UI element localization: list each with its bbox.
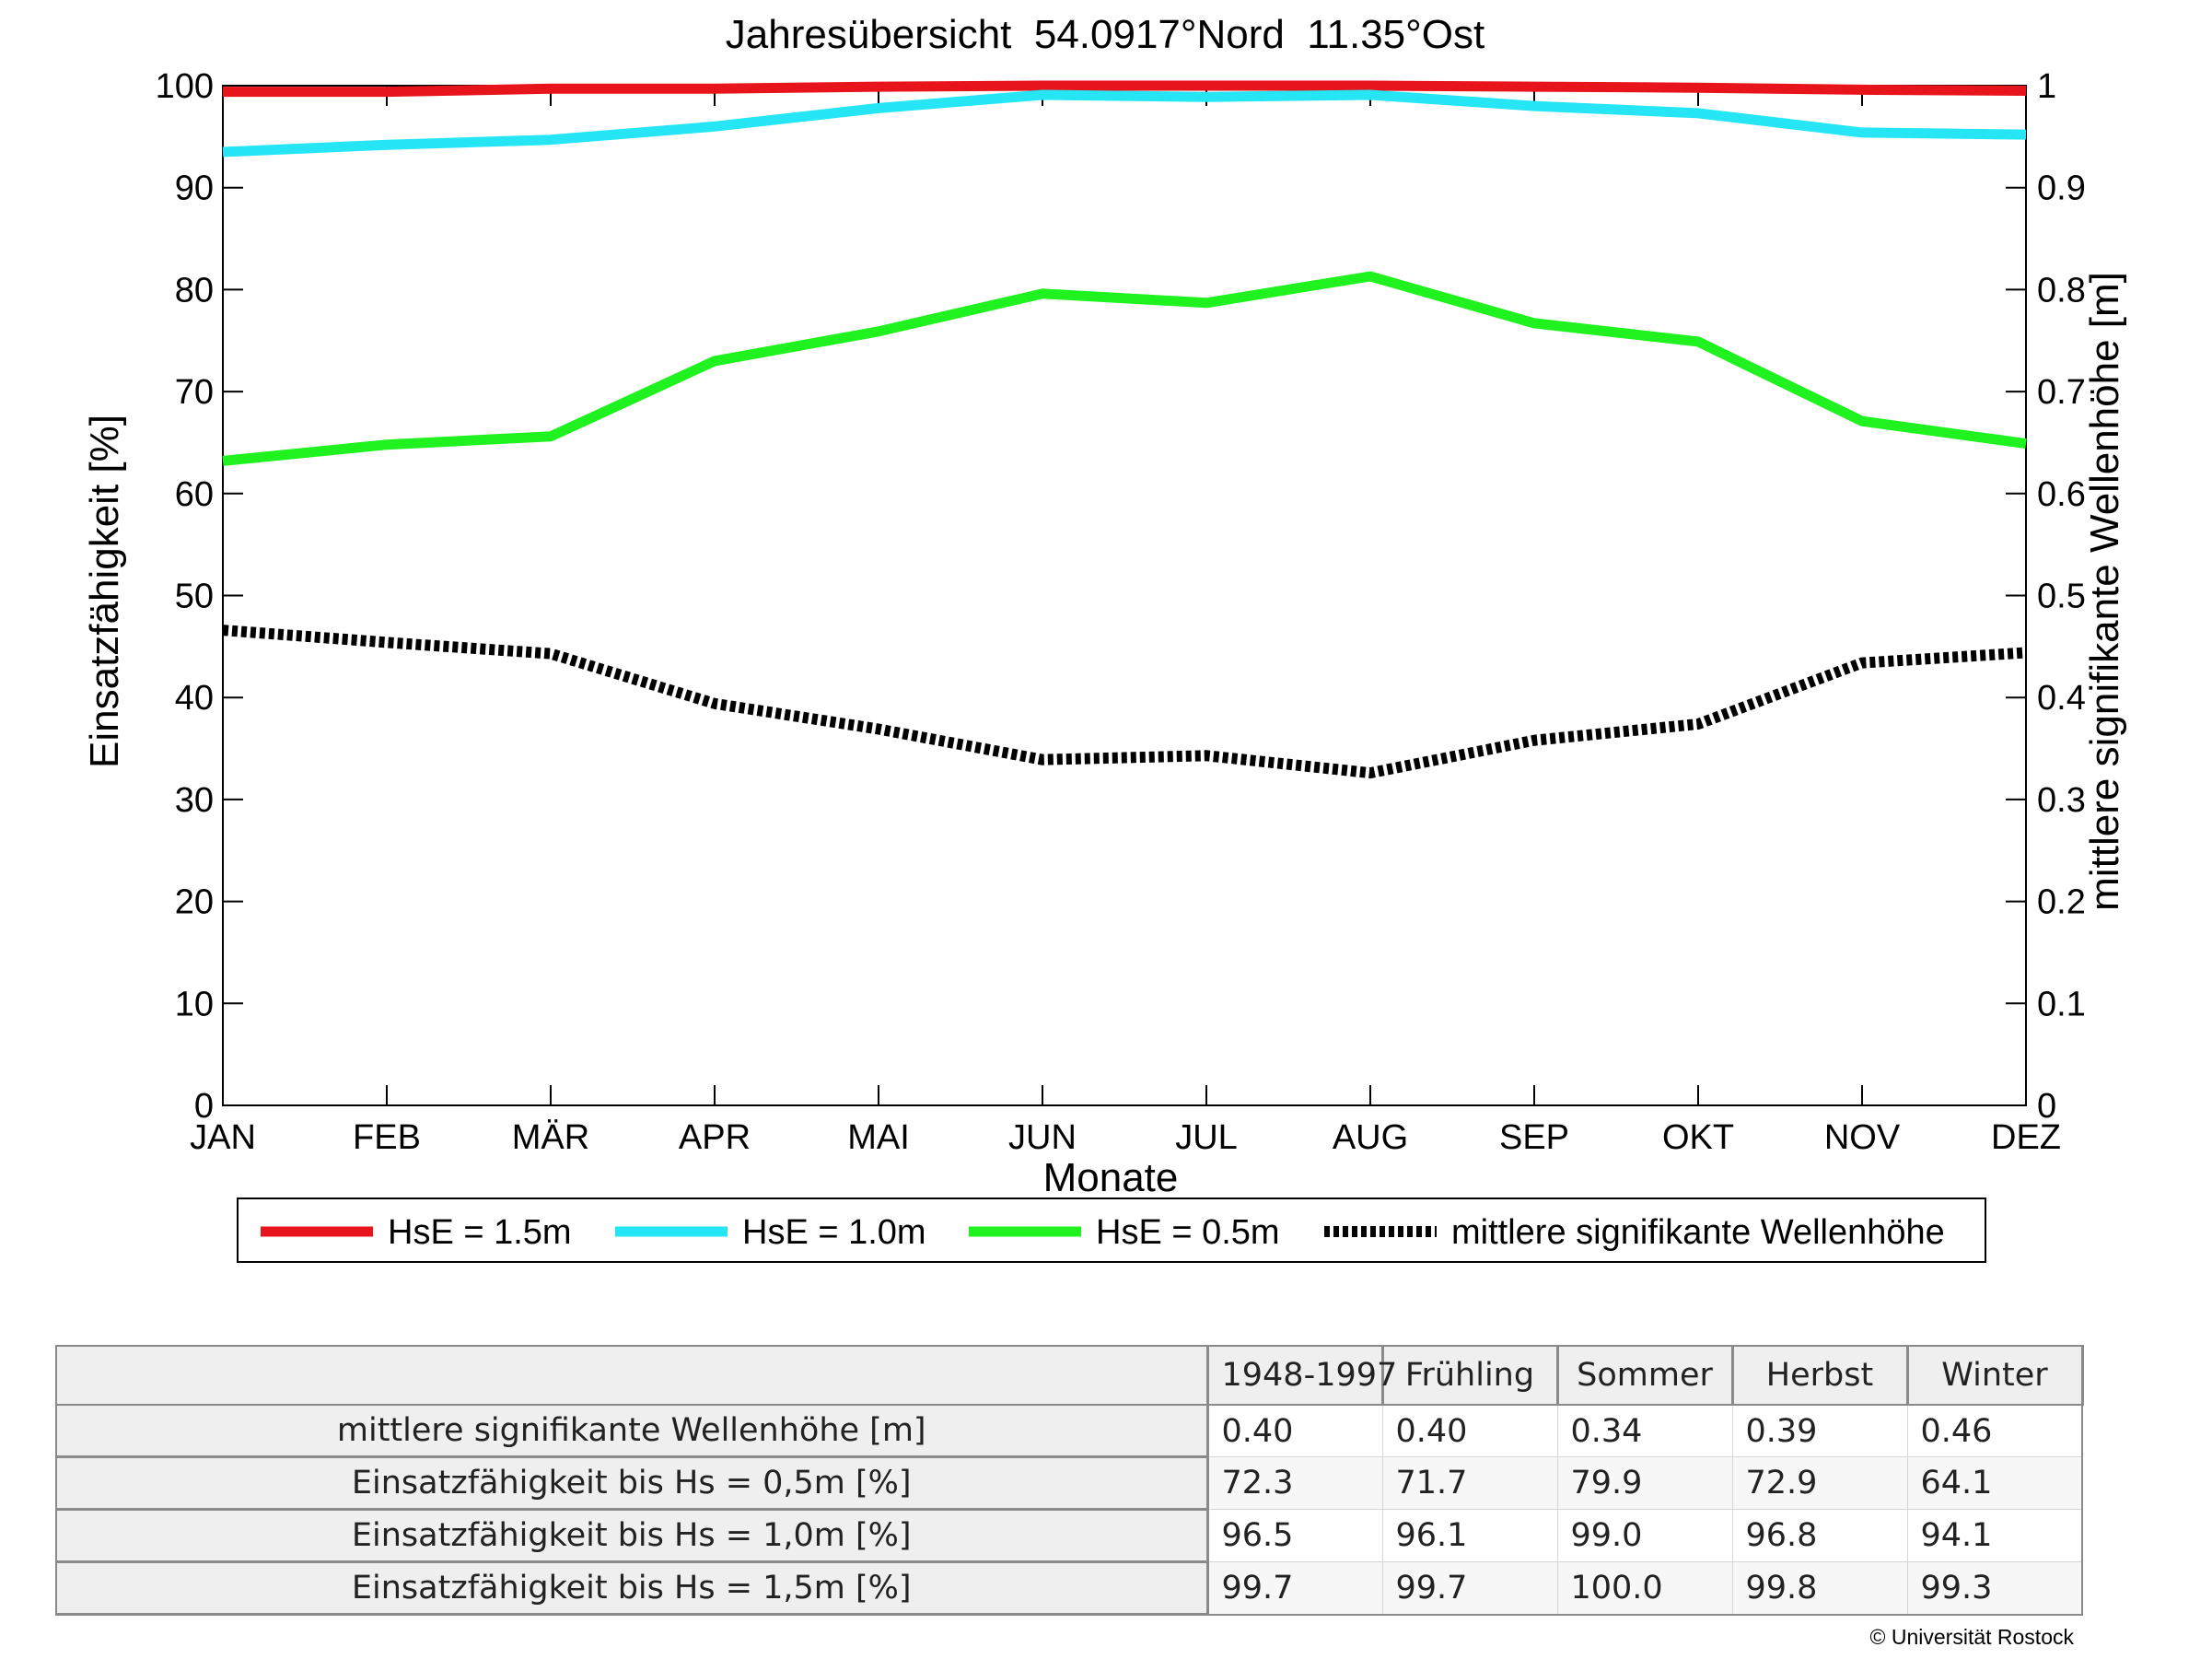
table-cell: 72.3 — [1206, 1456, 1383, 1510]
table-cell: 72.9 — [1731, 1456, 1908, 1510]
table-cell: 79.9 — [1556, 1456, 1733, 1510]
x-tick-label: OKT — [1662, 1118, 1734, 1157]
legend-box — [237, 1198, 1986, 1263]
row-label: Einsatzfähigkeit bis Hs = 1,5m [%] — [55, 1561, 1209, 1616]
table-header-cell: Herbst — [1731, 1345, 1909, 1406]
y2-tick-label: 0.4 — [2037, 679, 2086, 718]
table-header-cell: Frühling — [1381, 1345, 1559, 1406]
table-row: Einsatzfähigkeit bis Hs = 1,5m [%] 99.7 … — [55, 1561, 2083, 1616]
y2-tick-label: 0 — [2037, 1087, 2056, 1126]
table-cell: 96.8 — [1731, 1509, 1908, 1562]
table-row: Einsatzfähigkeit bis Hs = 0,5m [%] 72.3 … — [55, 1456, 2083, 1511]
table-cell: 99.0 — [1556, 1509, 1733, 1562]
copyright-notice: © Universität Rostock — [1869, 1625, 2074, 1649]
table-cell: 0.40 — [1206, 1404, 1383, 1457]
table-cell: 0.46 — [1906, 1404, 2083, 1457]
y-tick-label: 100 — [156, 67, 214, 106]
y2-tick-label: 0.8 — [2037, 271, 2086, 310]
chart-title: Jahresübersicht 54.0917°Nord 11.35°Ost — [726, 12, 1484, 57]
plot-area: 0 10 20 30 40 50 60 70 80 90 100 0 0.1 0.2 0.3 0.4 0.5 0.… — [156, 67, 2086, 1157]
table-cell: 0.39 — [1731, 1404, 1908, 1457]
y-tick-label: 0 — [194, 1087, 214, 1126]
y-tick-label: 40 — [175, 679, 214, 718]
y2-tick-label: 1 — [2037, 67, 2056, 106]
x-axis-title: Monate — [1043, 1155, 1179, 1200]
y-tick-label: 10 — [175, 985, 214, 1023]
x-tick-label: SEP — [1499, 1118, 1569, 1157]
table-header-cell: Sommer — [1556, 1345, 1734, 1406]
plot-frame — [222, 85, 2027, 1106]
y-tick-label: 30 — [175, 781, 214, 820]
table-header-cell — [55, 1345, 1209, 1406]
table-cell: 99.7 — [1381, 1561, 1558, 1615]
row-label: Einsatzfähigkeit bis Hs = 0,5m [%] — [55, 1456, 1209, 1511]
x-tick-label: MÄR — [512, 1118, 589, 1157]
legend-label-4: mittlere signifikante Wellenhöhe — [1451, 1213, 1945, 1252]
series-line-1 — [223, 80, 2027, 98]
table-cell: 99.3 — [1906, 1561, 2083, 1615]
y-tick-label: 20 — [175, 883, 214, 922]
y-axis-title: Einsatzfähigkeit [%] — [82, 415, 127, 768]
y2-tick-label: 0.2 — [2037, 883, 2086, 922]
table-cell: 100.0 — [1556, 1561, 1733, 1615]
x-tick-label: FEB — [353, 1118, 421, 1157]
y2-tick-label: 0.7 — [2037, 373, 2086, 412]
legend-label-2: HsE = 1.0m — [742, 1213, 926, 1252]
table-cell: 99.7 — [1206, 1561, 1383, 1615]
y2-tick-label: 0.3 — [2037, 781, 2086, 820]
table-cell: 94.1 — [1906, 1509, 2083, 1562]
table-cell: 0.34 — [1556, 1404, 1733, 1457]
y2-tick-label: 0.9 — [2037, 169, 2086, 208]
y2-axis-title: mittlere signifikante Wellenhöhe [m] — [2082, 272, 2127, 911]
table-header-cell: 1948-1997 — [1206, 1345, 1397, 1406]
table-cell: 71.7 — [1381, 1456, 1558, 1510]
table-cell: 96.1 — [1381, 1509, 1558, 1562]
table-row: mittlere signifikante Wellenhöhe [m] 0.4… — [55, 1404, 2083, 1458]
row-label: mittlere signifikante Wellenhöhe [m] — [55, 1404, 1209, 1458]
legend: HsE = 1.5m HsE = 1.0m HsE = 0.5m mittlere s… — [237, 1198, 1986, 1263]
x-tick-label: NOV — [1824, 1118, 1901, 1157]
legend-label-1: HsE = 1.5m — [388, 1213, 572, 1252]
x-tick-label: JUN — [1008, 1118, 1077, 1157]
table-header-row: 1948-1997 Frühling Sommer Herbst Winter — [55, 1345, 2084, 1406]
table-cell: 96.5 — [1206, 1509, 1383, 1562]
y-tick-label: 50 — [175, 578, 214, 616]
series-line-2 — [222, 89, 2027, 158]
y2-tick-label: 0.6 — [2037, 475, 2086, 514]
row-label: Einsatzfähigkeit bis Hs = 1,0m [%] — [55, 1509, 1209, 1563]
series-line-4 — [222, 625, 2027, 779]
x-tick-label: DEZ — [1991, 1118, 2061, 1157]
chart: Jahresübersicht 54.0917°Nord 11.35°Ost 0… — [82, 12, 2127, 1263]
statistics-table: 1948-1997 Frühling Sommer Herbst Winter … — [55, 1345, 2084, 1616]
y-tick-label: 80 — [175, 271, 214, 310]
x-tick-label: JAN — [190, 1118, 256, 1157]
legend-label-3: HsE = 0.5m — [1096, 1213, 1280, 1252]
table-header-cell: Winter — [1906, 1345, 2084, 1406]
table-row: Einsatzfähigkeit bis Hs = 1,0m [%] 96.5 … — [55, 1509, 2083, 1563]
x-tick-label: APR — [679, 1118, 751, 1157]
table-cell: 64.1 — [1906, 1456, 2083, 1510]
y2-tick-label: 0.1 — [2037, 985, 2086, 1023]
x-tick-label: JUL — [1175, 1118, 1238, 1157]
x-tick-label: AUG — [1333, 1118, 1408, 1157]
y-tick-label: 60 — [175, 475, 214, 514]
y-tick-label: 70 — [175, 373, 214, 412]
y2-tick-label: 0.5 — [2037, 578, 2086, 616]
y-tick-label: 90 — [175, 169, 214, 208]
series-line-3 — [222, 271, 2027, 466]
table-cell: 99.8 — [1731, 1561, 1908, 1615]
table-cell: 0.40 — [1381, 1404, 1558, 1457]
x-tick-label: MAI — [847, 1118, 910, 1157]
